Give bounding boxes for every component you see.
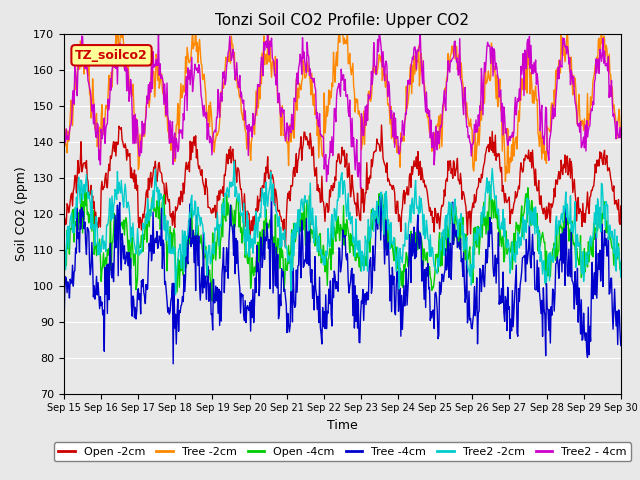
Title: Tonzi Soil CO2 Profile: Upper CO2: Tonzi Soil CO2 Profile: Upper CO2 [216, 13, 469, 28]
Text: TZ_soilco2: TZ_soilco2 [75, 49, 148, 62]
X-axis label: Time: Time [327, 419, 358, 432]
Y-axis label: Soil CO2 (ppm): Soil CO2 (ppm) [15, 166, 28, 261]
Legend: Open -2cm, Tree -2cm, Open -4cm, Tree -4cm, Tree2 -2cm, Tree2 - 4cm: Open -2cm, Tree -2cm, Open -4cm, Tree -4… [54, 443, 631, 461]
